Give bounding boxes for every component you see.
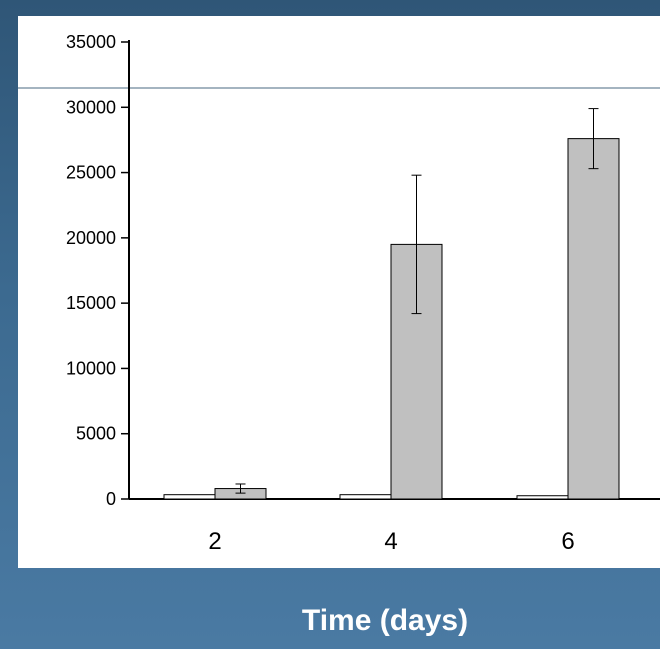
y-tick-label: 25000 bbox=[66, 163, 116, 183]
bar bbox=[163, 494, 216, 500]
x-tick-label: 2 bbox=[208, 528, 221, 555]
x-axis-label: Time (days) bbox=[301, 604, 469, 637]
y-tick-label: 0 bbox=[106, 489, 116, 509]
bar bbox=[567, 138, 620, 500]
bar bbox=[339, 494, 392, 500]
y-tick-label: 10000 bbox=[66, 358, 116, 378]
bar-chart: 0 5000 10000 15000 20000 25000 30000 35000 2 4 6 bbox=[18, 32, 660, 555]
chart-panel: 0 5000 10000 15000 20000 25000 30000 35000 2 4 6 bbox=[18, 16, 660, 568]
bar bbox=[516, 495, 569, 500]
x-tick-label: 6 bbox=[561, 528, 574, 555]
y-tick-label: 15000 bbox=[66, 293, 116, 313]
x-tick-label: 4 bbox=[384, 528, 397, 555]
y-tick-label: 35000 bbox=[66, 32, 116, 52]
y-tick-label: 30000 bbox=[66, 97, 116, 117]
y-tick-label: 5000 bbox=[76, 424, 116, 444]
y-tick-label: 20000 bbox=[66, 228, 116, 248]
